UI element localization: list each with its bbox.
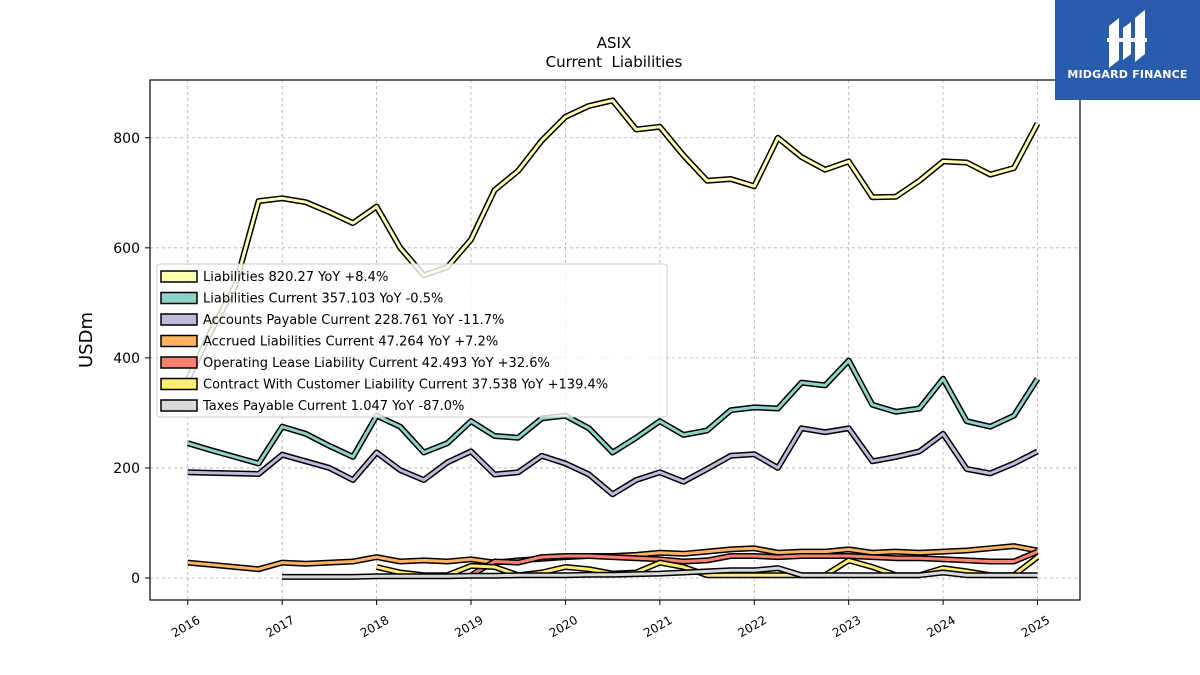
series-line (187, 359, 1039, 465)
y-tick-label: 0 (131, 571, 140, 587)
legend-label: Liabilities 820.27 YoY +8.4% (203, 270, 388, 285)
series-0 (185, 97, 1041, 382)
legend-swatch (160, 399, 198, 412)
series-line (187, 426, 1039, 496)
x-tick-label: 2021 (641, 613, 674, 640)
series-line (282, 566, 1038, 579)
legend-label: Liabilities Current 357.103 YoY -0.5% (203, 292, 443, 307)
chart-title: ASIX (597, 34, 631, 52)
x-tick-label: 2019 (452, 613, 485, 640)
x-tick-label: 2024 (924, 613, 957, 640)
series-4 (469, 548, 1039, 578)
brand-logo: MIDGARD FINANCE (1055, 0, 1200, 100)
x-tick-label: 2023 (830, 613, 863, 640)
y-tick-label: 600 (113, 241, 140, 257)
legend-frame (156, 263, 668, 418)
legend-swatch (160, 313, 198, 326)
x-tick-label: 2017 (263, 613, 296, 640)
y-tick-label: 400 (113, 351, 140, 367)
legend-swatch (160, 377, 198, 391)
series-layer (185, 97, 1041, 580)
y-axis-label: USDm (76, 312, 97, 368)
plot-frame (149, 79, 1081, 601)
x-tick-label: 2020 (547, 613, 580, 640)
x-tick-label: 2022 (736, 613, 769, 640)
legend-swatch (160, 334, 198, 348)
chart-subtitle: Current Liabilities (546, 53, 683, 71)
legend-label: Accounts Payable Current 228.761 YoY -11… (203, 313, 504, 328)
logo-text: MIDGARD FINANCE (1067, 68, 1188, 81)
y-tick-label: 200 (113, 461, 140, 477)
legend-label: Contract With Customer Liability Current… (203, 378, 608, 393)
legend-swatch (160, 356, 198, 369)
series-line (470, 550, 1039, 577)
legend-swatch (160, 270, 198, 283)
series-line (186, 98, 1039, 381)
legend-label: Operating Lease Liability Current 42.493… (203, 356, 550, 371)
y-tick-label: 800 (113, 131, 140, 147)
legend: Liabilities 820.27 YoY +8.4% Liabilities … (156, 263, 668, 418)
x-tick-label: 2016 (169, 613, 202, 640)
series-6 (282, 565, 1038, 580)
x-tick-label: 2025 (1019, 613, 1052, 640)
series-2 (187, 425, 1039, 498)
x-tick-label: 2018 (358, 613, 391, 640)
legend-swatch (160, 291, 198, 305)
midgard-logo-icon (1107, 10, 1147, 68)
legend-label: Taxes Payable Current 1.047 YoY -87.0% (202, 399, 464, 414)
series-1 (186, 357, 1041, 467)
grid-layer (150, 80, 1080, 600)
legend-label: Accrued Liabilities Current 47.264 YoY +… (203, 335, 498, 350)
